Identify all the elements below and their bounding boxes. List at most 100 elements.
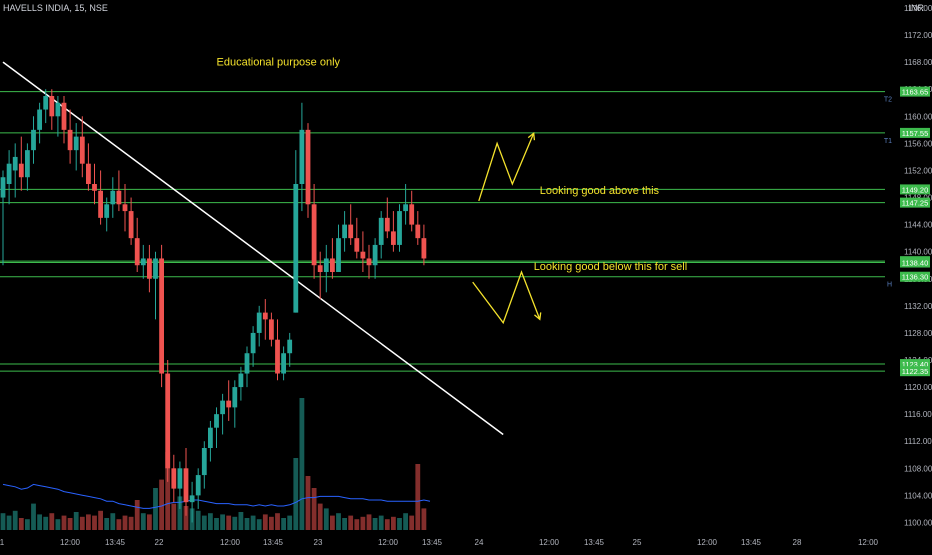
candle-body bbox=[293, 184, 299, 313]
level-layer: T2 T1 H bbox=[0, 91, 892, 372]
candle-body bbox=[98, 190, 103, 218]
volume-bar bbox=[98, 510, 103, 530]
level-price-badge bbox=[900, 127, 930, 138]
candle-body bbox=[128, 211, 134, 239]
time-axis: 1 12:00 13:45 22 12:00 13:45 23 12:00 13:45 24 12:… bbox=[0, 538, 879, 547]
volume-ma-line bbox=[2, 483, 431, 509]
volume-bar bbox=[214, 518, 219, 530]
volume-bar bbox=[171, 503, 177, 530]
candle-body bbox=[6, 163, 12, 184]
volume-bar bbox=[330, 515, 335, 530]
candle-body bbox=[287, 339, 293, 354]
candle-body bbox=[92, 184, 97, 191]
price-tick-label: 1116.00 bbox=[904, 410, 932, 419]
volume-bar bbox=[116, 519, 122, 530]
candle-body bbox=[354, 238, 360, 252]
candle-body bbox=[134, 238, 140, 266]
price-tick-label: 1144.00 bbox=[904, 221, 932, 230]
time-tick-label: 25 bbox=[633, 538, 642, 547]
volume-bar bbox=[220, 514, 225, 530]
arrow-head bbox=[534, 312, 542, 321]
currency-label: INR bbox=[908, 3, 925, 13]
volume-bar bbox=[238, 512, 244, 530]
volume-bar bbox=[281, 518, 286, 530]
volume-bar bbox=[195, 510, 201, 530]
candle-body bbox=[348, 224, 354, 239]
candle-body bbox=[269, 319, 274, 340]
candle-body bbox=[208, 427, 213, 448]
volume-bar bbox=[18, 518, 24, 530]
candle-body bbox=[366, 258, 372, 266]
candle-body bbox=[256, 312, 262, 333]
level-price-label: 1149.20 bbox=[902, 185, 929, 194]
time-tick-label: 28 bbox=[793, 538, 802, 547]
annotation-text: Looking good above this bbox=[540, 185, 660, 197]
candle-body bbox=[67, 129, 73, 151]
candle-body bbox=[262, 312, 268, 320]
candle-body bbox=[275, 339, 280, 374]
candle-body bbox=[140, 258, 146, 266]
candle-body bbox=[415, 224, 421, 239]
volume-bar bbox=[67, 518, 73, 530]
price-tick-label: 1128.00 bbox=[904, 329, 932, 338]
candle-body bbox=[0, 177, 6, 198]
candle-body bbox=[323, 258, 329, 272]
candle-body bbox=[384, 217, 390, 232]
candle-body bbox=[336, 238, 341, 272]
volume-bar bbox=[354, 519, 360, 530]
volume-bar bbox=[342, 518, 347, 530]
volume-bar bbox=[153, 488, 158, 530]
volume-bar bbox=[110, 513, 116, 530]
volume-bar bbox=[269, 516, 274, 530]
volume-bar bbox=[92, 515, 97, 530]
candle-body bbox=[244, 353, 250, 374]
volume-bar bbox=[275, 513, 280, 530]
candle-layer bbox=[0, 89, 427, 523]
candle-body bbox=[12, 156, 18, 171]
time-tick-label: 1 bbox=[0, 538, 5, 547]
annotation-layer: Educational purpose only Looking good abo… bbox=[217, 57, 687, 325]
candle-body bbox=[220, 400, 225, 415]
price-tick-label: 1108.00 bbox=[904, 464, 932, 473]
volume-bar bbox=[61, 515, 67, 530]
time-tick-label: 13:45 bbox=[263, 538, 284, 547]
level-price-badge bbox=[900, 197, 930, 208]
candle-body bbox=[403, 204, 408, 212]
candle-body bbox=[110, 190, 116, 205]
volume-bar bbox=[177, 496, 183, 530]
level-price-label: 1138.40 bbox=[902, 259, 929, 268]
time-tick-label: 12:00 bbox=[220, 538, 241, 547]
candle-body bbox=[281, 353, 286, 374]
level-price-badge bbox=[900, 86, 930, 97]
volume-bar bbox=[391, 516, 396, 530]
volume-bar bbox=[159, 479, 164, 530]
level-price-label: 1123.40 bbox=[902, 360, 929, 369]
time-tick-label: 12:00 bbox=[697, 538, 718, 547]
volume-bar bbox=[372, 518, 378, 530]
volume-bar bbox=[366, 514, 372, 530]
volume-bar bbox=[409, 515, 415, 530]
level-price-label: 1157.55 bbox=[902, 129, 929, 138]
candle-body bbox=[397, 211, 402, 245]
time-tick-label: 12:00 bbox=[539, 538, 560, 547]
price-tick-label: 1132.00 bbox=[904, 302, 932, 311]
price-tick-label: 1100.00 bbox=[904, 518, 932, 527]
volume-bar bbox=[287, 515, 293, 530]
level-price-badge bbox=[900, 366, 930, 377]
volume-bar bbox=[226, 515, 232, 530]
candle-body bbox=[61, 102, 67, 130]
volume-bar bbox=[305, 476, 311, 530]
level-tag: T1 bbox=[884, 138, 892, 145]
volume-bar bbox=[25, 519, 30, 530]
annotation-text: Educational purpose only bbox=[217, 57, 341, 69]
price-tick-label: 1172.00 bbox=[904, 31, 932, 40]
candle-body bbox=[147, 258, 152, 279]
volume-bar bbox=[165, 452, 171, 530]
volume-bar bbox=[122, 515, 128, 530]
candle-body bbox=[116, 190, 122, 205]
volume-bar bbox=[73, 512, 79, 530]
time-tick-label: 22 bbox=[155, 538, 164, 547]
level-tag: H bbox=[887, 282, 892, 289]
